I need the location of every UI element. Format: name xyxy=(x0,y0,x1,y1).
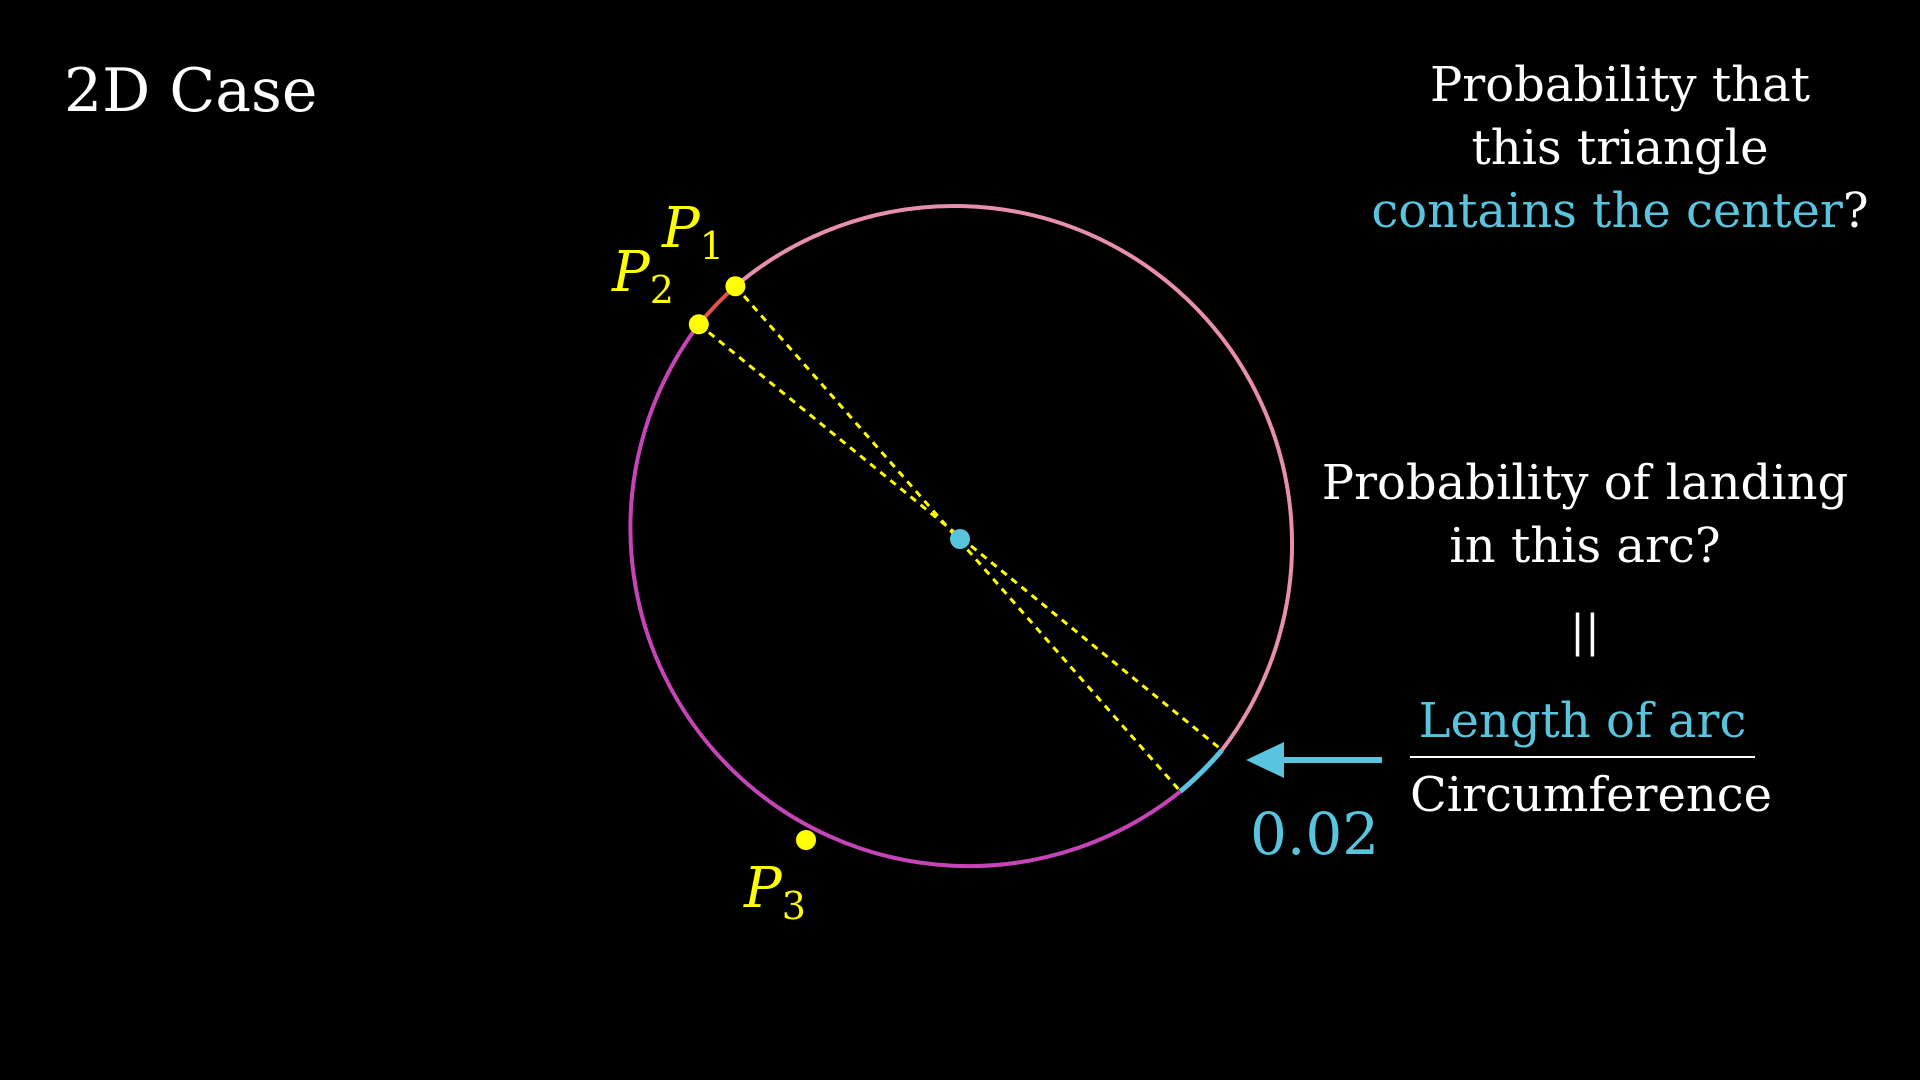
label-p1-sub: 1 xyxy=(699,224,724,268)
arc-question-line-1: Probability of landing xyxy=(1321,455,1849,511)
fraction-bar xyxy=(1410,756,1755,758)
fraction-numerator: Length of arc xyxy=(1418,693,1747,749)
question-line-2: this triangle xyxy=(1471,120,1769,176)
label-p2-sub: 2 xyxy=(649,268,674,312)
arrow-head xyxy=(1246,742,1284,778)
label-p2-letter: P xyxy=(612,240,650,305)
point-p3 xyxy=(796,830,816,850)
arc-fraction: Length of arc Circumference xyxy=(1410,690,1773,826)
arc-question-line-2: in this arc? xyxy=(1449,518,1721,574)
probability-value: 0.02 xyxy=(1250,800,1380,868)
dashed-line-p2 xyxy=(697,323,1223,752)
question-line-1: Probability that xyxy=(1429,57,1811,113)
arc-pink xyxy=(734,204,1294,752)
point-p1 xyxy=(725,276,746,297)
question-accent: contains the center xyxy=(1371,183,1843,239)
point-p2 xyxy=(688,314,709,335)
question-line-3: contains the center? xyxy=(1360,180,1880,243)
dashed-line-p1 xyxy=(734,285,1182,793)
page-title: 2D Case xyxy=(64,56,318,126)
label-p3: P3 xyxy=(744,856,806,928)
fraction-denominator: Circumference xyxy=(1410,767,1773,823)
label-p1: P1 xyxy=(662,196,724,268)
label-p3-sub: 3 xyxy=(781,884,806,928)
arc-magenta xyxy=(628,323,1182,869)
question-mark: ? xyxy=(1842,183,1869,239)
question-text: Probability that this triangle contains … xyxy=(1360,54,1880,243)
label-p3-letter: P xyxy=(744,856,782,921)
label-p1-letter: P xyxy=(662,196,700,261)
arc-question: Probability of landing in this arc? xyxy=(1300,452,1870,578)
arc-highlight xyxy=(1178,748,1224,794)
label-p2: P2 xyxy=(612,240,674,312)
equals-sign: || xyxy=(1570,606,1600,657)
center-point xyxy=(950,529,970,549)
